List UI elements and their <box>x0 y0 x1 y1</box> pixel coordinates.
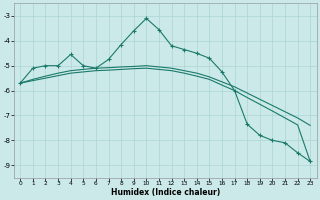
X-axis label: Humidex (Indice chaleur): Humidex (Indice chaleur) <box>111 188 220 197</box>
